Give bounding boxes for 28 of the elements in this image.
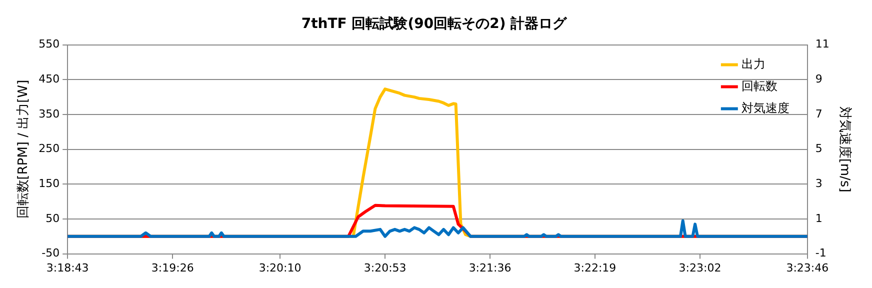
y-tick-label: 450: [38, 72, 60, 86]
y-tick-label: 50: [46, 212, 60, 225]
legend-label: 出力: [741, 56, 766, 71]
x-tick-label: 3:23:46: [786, 261, 829, 274]
y-axis-title: 回転数[RPM] / 出力[W]: [16, 80, 32, 219]
y2-tick-label: 1: [815, 212, 822, 225]
y-tick-label: -50: [42, 246, 60, 260]
y2-tick-label: 9: [815, 72, 822, 86]
y-tick-label: 250: [38, 142, 60, 156]
y2-tick-label: 3: [815, 176, 822, 190]
x-tick-label: 3:22:19: [574, 261, 616, 274]
x-tick-label: 3:20:10: [258, 261, 302, 274]
y2-tick-label: 7: [815, 107, 822, 120]
legend-label: 対気速度: [741, 100, 790, 115]
x-tick-label: 3:23:02: [678, 261, 722, 274]
x-tick-label: 3:19:26: [151, 261, 194, 274]
y-tick-label: 350: [38, 107, 60, 120]
x-tick-label: 3:18:43: [46, 261, 89, 274]
y-tick-label: 150: [38, 176, 60, 190]
y2-tick-label: 11: [815, 38, 830, 51]
chart-title: 7thTF 回転試験(90回転その2) 計器ログ: [301, 15, 568, 32]
legend-label: 回転数: [741, 78, 778, 93]
y2-tick-label: -1: [815, 246, 826, 260]
x-tick-label: 3:20:53: [364, 261, 406, 274]
y2-axis-title: 対気速度[m/s]: [836, 106, 853, 192]
x-tick-label: 3:21:36: [468, 261, 512, 274]
y2-tick-label: 5: [815, 142, 822, 156]
y-tick-label: 550: [38, 38, 60, 51]
